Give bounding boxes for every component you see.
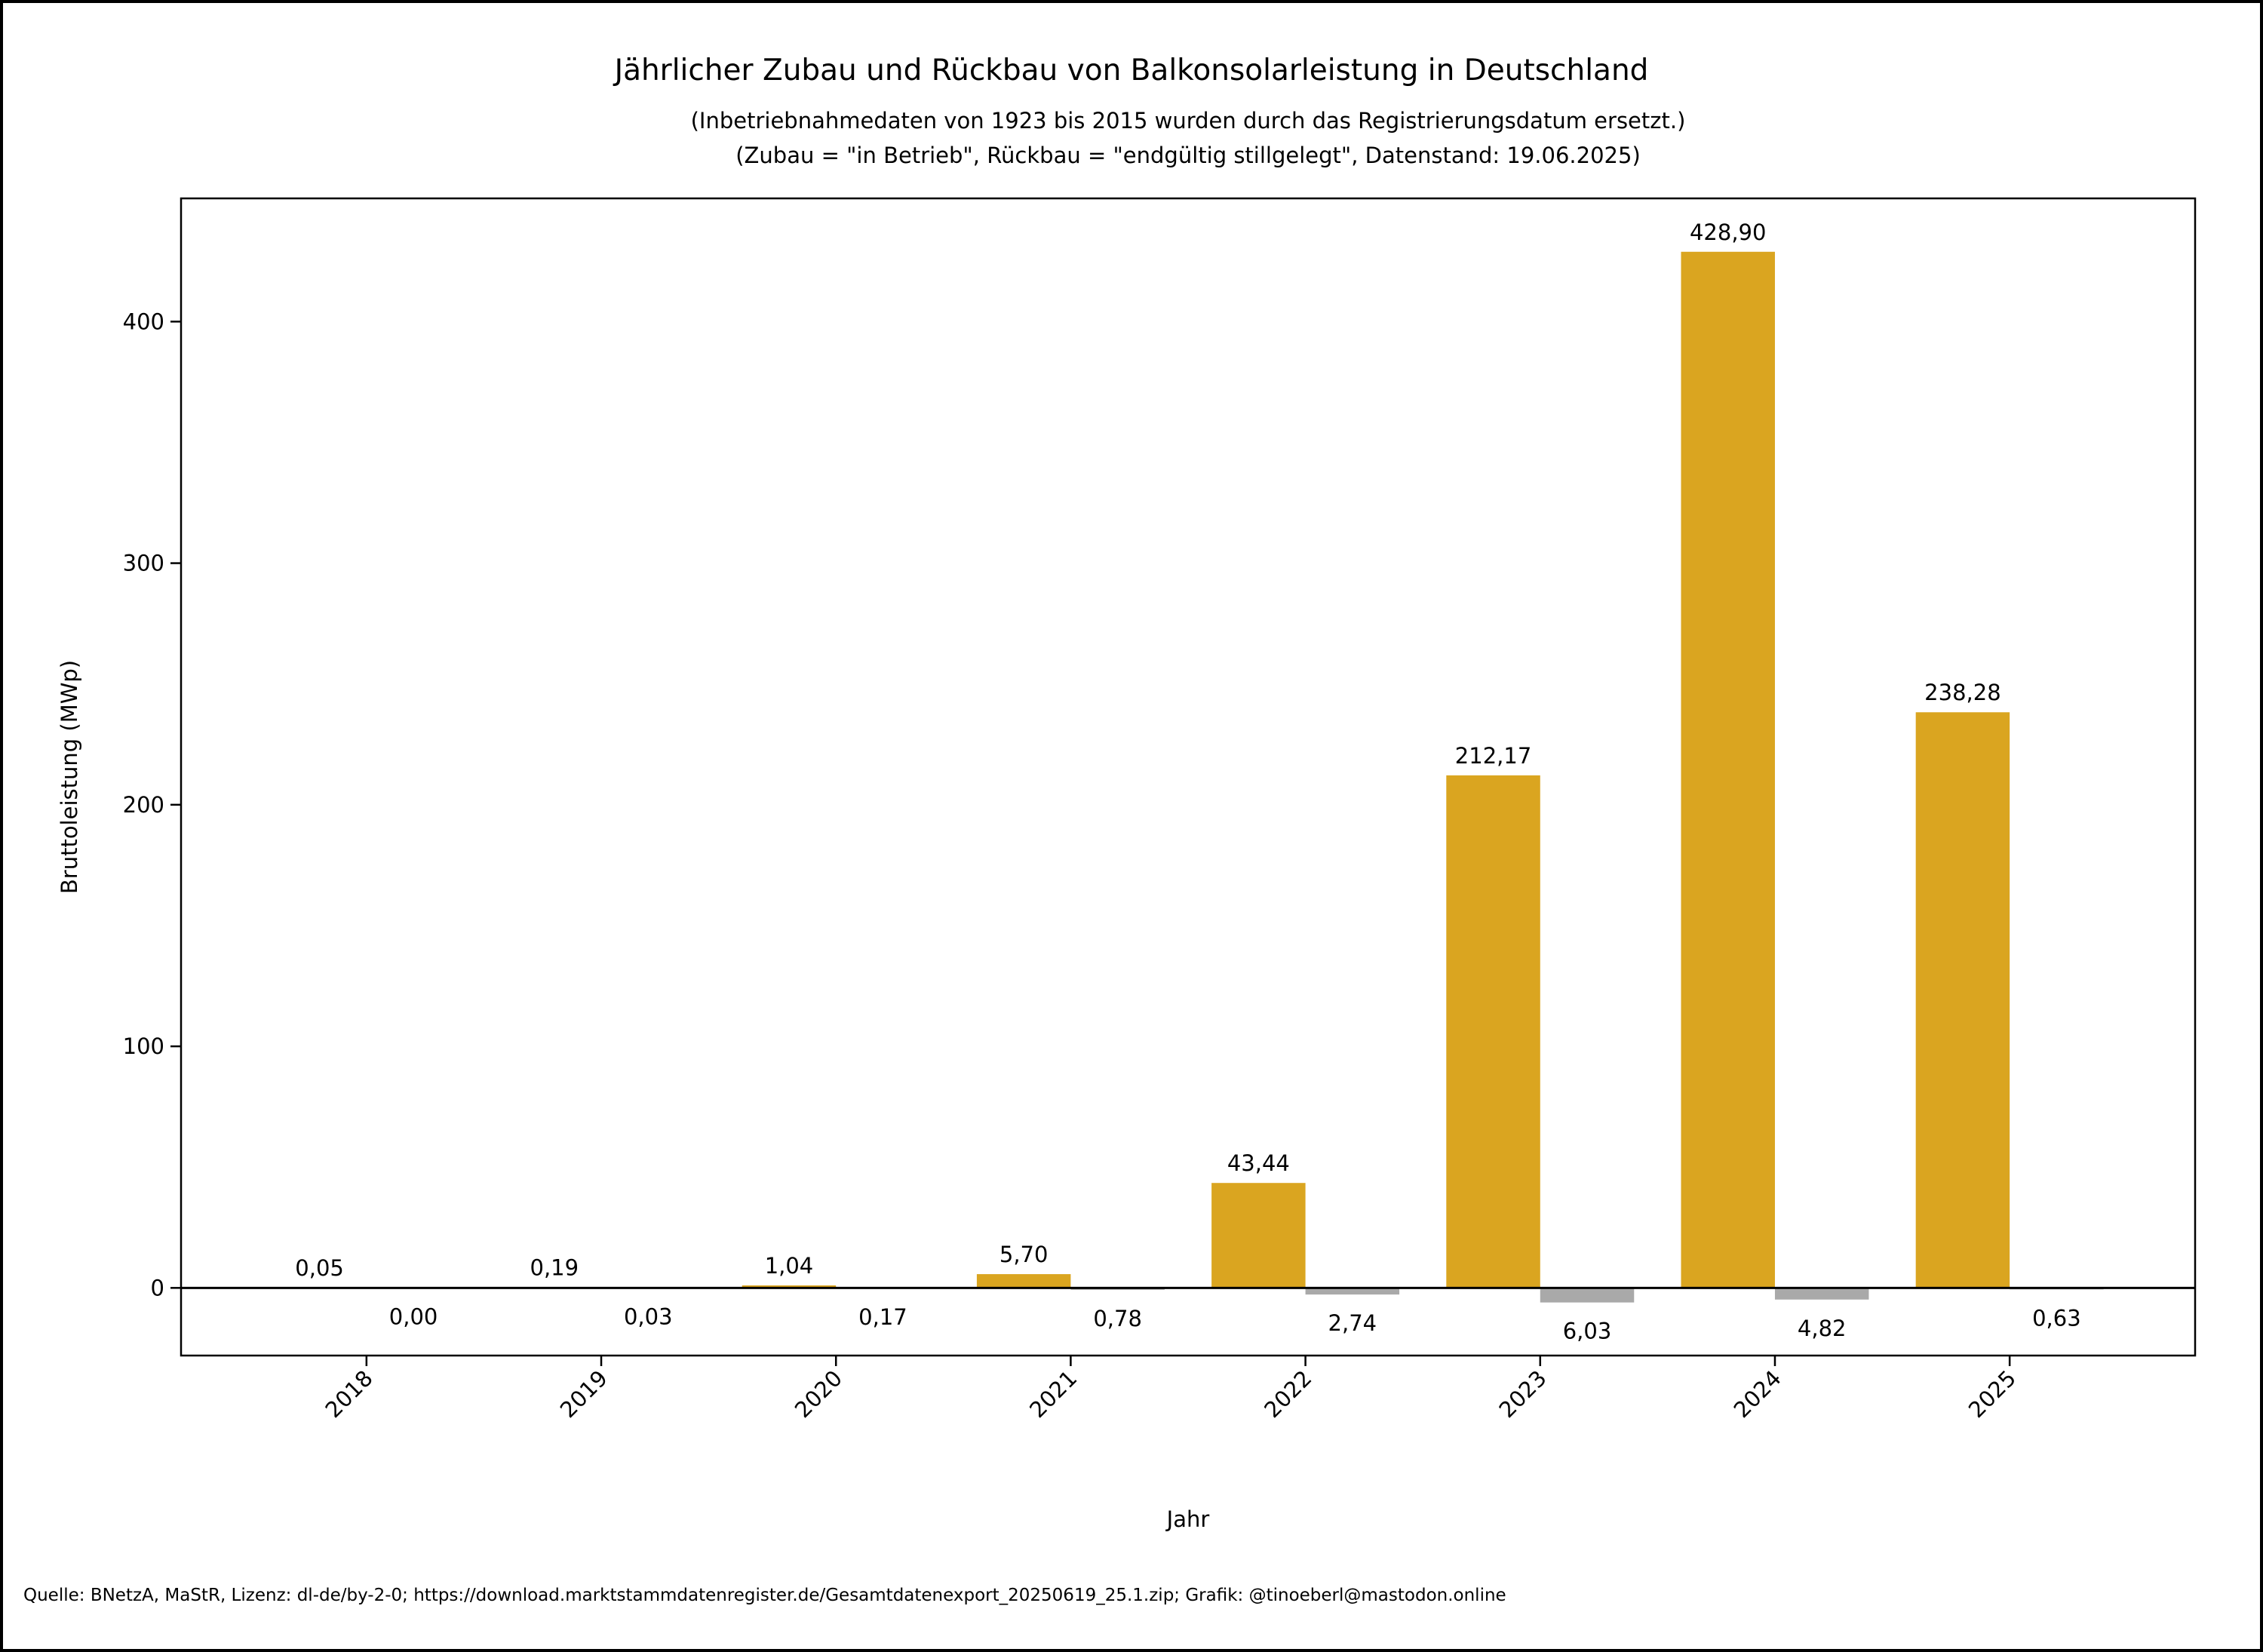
bar-zubau-2022 — [1211, 1183, 1306, 1288]
y-tick-label-0: 0 — [151, 1275, 164, 1300]
data-label-zubau-2022: 43,44 — [1227, 1150, 1290, 1176]
bar-zubau-2024 — [1681, 251, 1775, 1288]
bar-rueckbau-2024 — [1774, 1288, 1869, 1300]
y-tick-label-100: 100 — [123, 1033, 164, 1059]
data-label-zubau-2023: 212,17 — [1455, 743, 1531, 769]
x-axis-label: Jahr — [1165, 1506, 1210, 1532]
y-tick-label-400: 400 — [123, 309, 164, 334]
data-label-zubau-2019: 0,19 — [530, 1255, 579, 1281]
data-label-rueckbau-2021: 0,78 — [1093, 1306, 1142, 1331]
y-axis-label: Bruttoleistung (MWp) — [57, 660, 82, 894]
bar-rueckbau-2022 — [1305, 1288, 1400, 1295]
data-label-rueckbau-2024: 4,82 — [1798, 1316, 1847, 1341]
data-label-zubau-2018: 0,05 — [295, 1255, 344, 1281]
chart-title: Jährlicher Zubau und Rückbau von Balkons… — [613, 54, 1649, 88]
y-tick-label-200: 200 — [123, 792, 164, 818]
data-label-zubau-2025: 238,28 — [1924, 680, 2000, 705]
data-label-rueckbau-2020: 0,17 — [858, 1304, 907, 1330]
data-label-zubau-2020: 1,04 — [765, 1253, 814, 1279]
y-tick-label-300: 300 — [123, 551, 164, 576]
bar-zubau-2025 — [1915, 712, 2010, 1288]
data-label-rueckbau-2023: 6,03 — [1563, 1319, 1612, 1344]
bar-zubau-2020 — [742, 1285, 837, 1288]
chart-subtitle-2: (Zubau = "in Betrieb", Rückbau = "endgül… — [735, 143, 1641, 168]
data-label-rueckbau-2022: 2,74 — [1328, 1310, 1377, 1336]
bar-zubau-2023 — [1446, 775, 1540, 1288]
data-label-rueckbau-2019: 0,03 — [624, 1303, 673, 1329]
data-label-rueckbau-2025: 0,63 — [2032, 1305, 2081, 1331]
axes-frame — [180, 197, 2197, 1357]
bar-rueckbau-2023 — [1540, 1288, 1635, 1303]
chart-subtitle-1: (Inbetriebnahmedaten von 1923 bis 2015 w… — [691, 108, 1686, 134]
data-label-rueckbau-2018: 0,00 — [389, 1303, 438, 1329]
data-label-zubau-2021: 5,70 — [999, 1242, 1049, 1267]
data-label-zubau-2024: 428,90 — [1690, 220, 1766, 245]
bar-zubau-2021 — [976, 1274, 1071, 1288]
source-footer: Quelle: BNetzA, MaStR, Lizenz: dl-de/by-… — [23, 1586, 1506, 1605]
plot-area: 0,050,0020180,190,0320191,040,1720205,70… — [123, 197, 2197, 1423]
